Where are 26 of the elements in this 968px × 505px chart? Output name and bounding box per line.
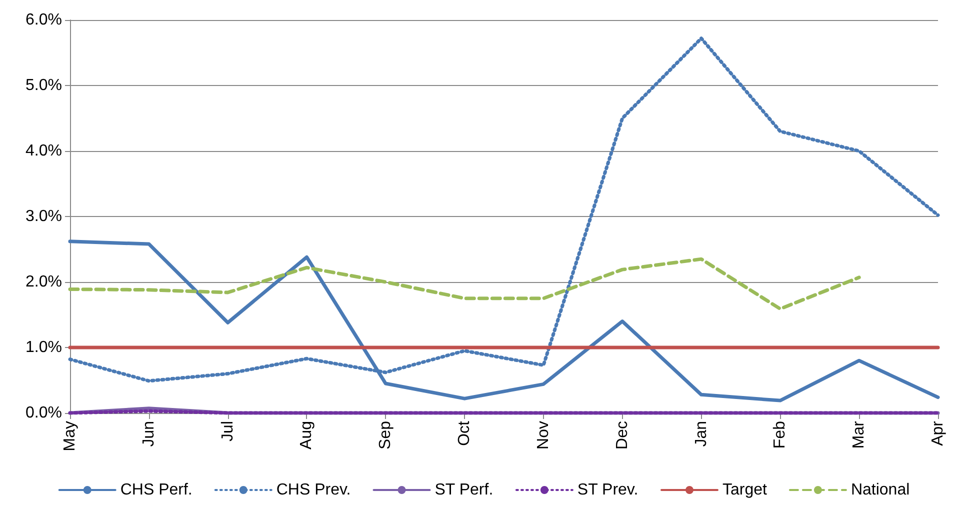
y-tick-label: 5.0% xyxy=(26,77,62,94)
x-tick-label: Jul xyxy=(219,421,236,442)
x-tick-label: May xyxy=(62,421,78,452)
legend-label: ST Perf. xyxy=(434,482,494,498)
x-tick-label: Mar xyxy=(850,420,868,449)
x-tick-label: Sep xyxy=(377,420,394,450)
legend-label: CHS Perf. xyxy=(120,482,192,498)
y-tick-label: 6.0% xyxy=(26,12,62,28)
legend-label: ST Prev. xyxy=(577,482,638,498)
x-tick-label: Jan xyxy=(692,421,710,447)
line-series xyxy=(68,257,861,311)
y-tick-label: 0.0% xyxy=(26,404,62,422)
y-tick-label: 4.0% xyxy=(26,142,62,160)
x-tick-label: Feb xyxy=(772,420,789,449)
x-tick-label: Nov xyxy=(534,421,552,450)
y-tick-label: 2.0% xyxy=(26,274,62,290)
legend-label: Target xyxy=(722,482,768,498)
legend-label: National xyxy=(850,482,910,498)
y-tick-label: 3.0% xyxy=(26,208,62,225)
x-tick-label: Aug xyxy=(298,421,316,450)
legend-label: CHS Prev. xyxy=(276,482,351,498)
x-tick-label: Jun xyxy=(140,421,158,447)
x-tick-label: Dec xyxy=(614,421,631,450)
y-tick-label: 1.0% xyxy=(26,339,62,356)
x-tick-label: Oct xyxy=(456,420,474,446)
x-tick-label: Apr xyxy=(930,420,946,446)
